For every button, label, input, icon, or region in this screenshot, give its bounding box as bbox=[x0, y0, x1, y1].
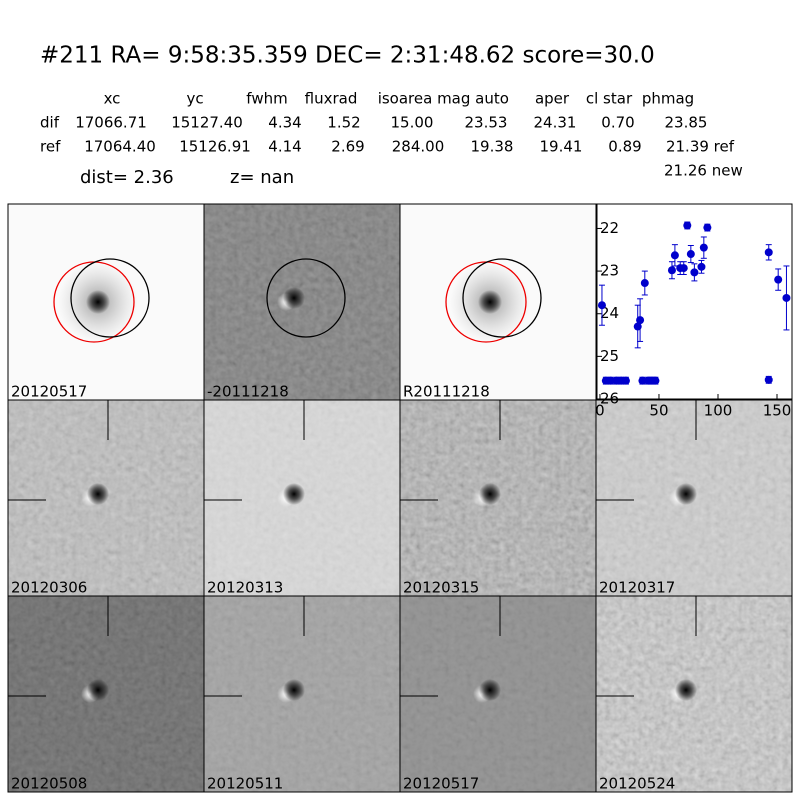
point bbox=[686, 250, 695, 259]
title: #211 RA= 9:58:35.359 DEC= 2:31:48.62 sco… bbox=[40, 43, 655, 69]
residual bbox=[675, 483, 697, 505]
residual bbox=[283, 483, 305, 505]
column-header: fwhm bbox=[246, 90, 287, 108]
panel-label: 20120517 bbox=[11, 383, 87, 401]
point bbox=[683, 221, 692, 230]
cell: 2.69 bbox=[331, 138, 364, 156]
panel-label: 20120306 bbox=[11, 579, 87, 597]
row-label: ref bbox=[40, 138, 61, 156]
point bbox=[636, 316, 645, 325]
panel-frame bbox=[595, 595, 793, 793]
residual bbox=[675, 679, 697, 701]
y-tick-label: 23 bbox=[600, 262, 619, 280]
row-label: dif bbox=[40, 114, 60, 132]
x-tick-label: 50 bbox=[649, 402, 668, 420]
panel-label: 20120517 bbox=[403, 775, 479, 793]
cell: 0.70 bbox=[601, 114, 634, 132]
x-tick-label: 150 bbox=[763, 402, 792, 420]
point bbox=[690, 268, 699, 277]
panel-label: -20111218 bbox=[207, 383, 289, 401]
cell: 21.39 ref bbox=[666, 138, 735, 156]
point bbox=[679, 264, 688, 273]
column-header: cl star bbox=[586, 90, 633, 108]
point bbox=[697, 262, 706, 271]
aperture bbox=[70, 258, 150, 338]
source-core bbox=[86, 290, 110, 314]
panel-label: 20120524 bbox=[599, 775, 675, 793]
cell: 15127.40 bbox=[171, 114, 243, 132]
residual bbox=[479, 679, 501, 701]
cell: 4.14 bbox=[268, 138, 301, 156]
point bbox=[774, 275, 783, 284]
cell: 15126.91 bbox=[179, 138, 251, 156]
y-tick-label: 26 bbox=[600, 390, 619, 408]
point bbox=[703, 223, 712, 232]
residual bbox=[479, 483, 501, 505]
aperture bbox=[462, 258, 542, 338]
plot-bg bbox=[596, 203, 793, 400]
residual bbox=[283, 287, 305, 309]
cell: 1.52 bbox=[327, 114, 360, 132]
column-header: isoarea bbox=[378, 90, 433, 108]
column-header: phmag bbox=[642, 90, 694, 108]
panel-label: 20120508 bbox=[11, 775, 87, 793]
panel-label: 20120511 bbox=[207, 775, 283, 793]
aperture bbox=[266, 258, 346, 338]
cell: 19.38 bbox=[471, 138, 514, 156]
column-header: mag auto bbox=[437, 90, 509, 108]
point bbox=[638, 376, 647, 385]
point bbox=[782, 293, 791, 302]
cell: 24.31 bbox=[534, 114, 577, 132]
source-core bbox=[478, 290, 502, 314]
cell: 17064.40 bbox=[84, 138, 156, 156]
point bbox=[621, 376, 630, 385]
point bbox=[640, 279, 649, 288]
residual bbox=[283, 679, 305, 701]
point bbox=[764, 248, 773, 257]
point bbox=[670, 251, 679, 260]
y-tick-label: 24 bbox=[600, 304, 619, 322]
cell: 284.00 bbox=[392, 138, 445, 156]
column-header: aper bbox=[535, 90, 570, 108]
z: z= nan bbox=[230, 167, 294, 188]
panels: 20120517 -20111218 R20111218 20120306 201203… bbox=[7, 203, 793, 793]
dist: dist= 2.36 bbox=[80, 167, 174, 188]
cell: 23.85 bbox=[665, 114, 708, 132]
point bbox=[606, 376, 615, 385]
point bbox=[764, 375, 773, 384]
y-tick-label: 25 bbox=[600, 347, 619, 365]
cell: 4.34 bbox=[268, 114, 301, 132]
panel-label: R20111218 bbox=[403, 383, 490, 401]
x-tick-label: 0 bbox=[595, 402, 605, 420]
cell: 0.89 bbox=[608, 138, 641, 156]
panel-label: 20120313 bbox=[207, 579, 283, 597]
point bbox=[597, 301, 606, 310]
point bbox=[651, 376, 660, 385]
cell: 23.53 bbox=[465, 114, 508, 132]
cell: 15.00 bbox=[391, 114, 434, 132]
x-tick-label: 100 bbox=[704, 402, 733, 420]
new-mag: 21.26 new bbox=[664, 162, 743, 180]
cell: 17066.71 bbox=[75, 114, 147, 132]
column-header: yc bbox=[186, 90, 203, 108]
point bbox=[667, 266, 676, 275]
point bbox=[699, 243, 708, 252]
column-header: fluxrad bbox=[305, 90, 358, 108]
column-header: xc bbox=[104, 90, 121, 108]
panel-label: 20120315 bbox=[403, 579, 479, 597]
residual bbox=[87, 483, 109, 505]
residual bbox=[87, 679, 109, 701]
y-tick-label: 22 bbox=[600, 219, 619, 237]
cell: 19.41 bbox=[540, 138, 583, 156]
panel-label: 20120317 bbox=[599, 579, 675, 597]
